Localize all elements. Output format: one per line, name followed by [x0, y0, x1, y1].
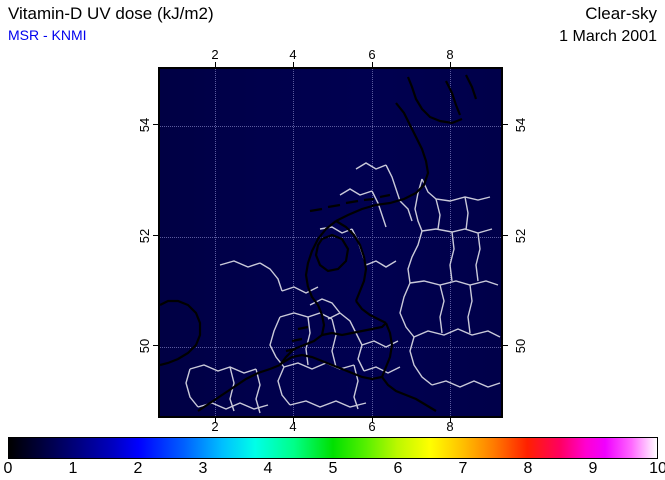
colorbar-tick-7: 7 [458, 460, 468, 477]
axis-label-top-lon-4: 4 [289, 47, 297, 62]
source-label: MSR - KNMI [8, 27, 87, 43]
admin-borders-group [185, 162, 501, 414]
axis-label-left-lat-54: 54 [137, 117, 152, 133]
axis-label-bottom-lon-4: 4 [289, 419, 297, 434]
colorbar-tick-8: 8 [523, 460, 533, 477]
date-label: 1 March 2001 [559, 28, 657, 45]
tick-bottom-lon-6 [372, 418, 373, 423]
axis-label-right-lat-50: 50 [513, 338, 528, 354]
colorbar-tick-0: 0 [3, 460, 13, 477]
colorbar-tick-4: 4 [263, 460, 273, 477]
tick-left-lat-50 [153, 345, 158, 346]
axis-label-left-lat-50: 50 [137, 338, 152, 354]
axis-label-top-lon-2: 2 [211, 47, 219, 62]
tick-bottom-lon-8 [450, 418, 451, 423]
axis-label-top-lon-6: 6 [368, 47, 376, 62]
colorbar [8, 437, 658, 459]
axis-label-bottom-lon-2: 2 [211, 419, 219, 434]
colorbar-tick-2: 2 [133, 460, 143, 477]
coastlines-group [160, 74, 478, 412]
tick-left-lat-52 [153, 235, 158, 236]
tick-top-lon-4 [293, 62, 294, 67]
axis-label-right-lat-54: 54 [513, 117, 528, 133]
colorbar-tick-labels: 0 1 2 3 4 5 6 7 8 9 10 [4, 460, 665, 480]
colorbar-tick-3: 3 [198, 460, 208, 477]
tick-top-lon-2 [215, 62, 216, 67]
tick-top-lon-8 [450, 62, 451, 67]
colorbar-gradient [8, 437, 658, 459]
colorbar-tick-10: 10 [649, 460, 665, 477]
map-geography-overlay [160, 74, 501, 414]
axis-label-top-lon-8: 8 [446, 47, 454, 62]
sky-condition-label: Clear-sky [585, 4, 657, 23]
colorbar-tick-6: 6 [393, 460, 403, 477]
tick-left-lat-54 [153, 124, 158, 125]
uv-dose-map [158, 67, 503, 418]
axis-label-bottom-lon-8: 8 [446, 419, 454, 434]
tick-top-lon-6 [372, 62, 373, 67]
tick-bottom-lon-4 [293, 418, 294, 423]
axis-label-right-lat-52: 52 [513, 228, 528, 244]
axis-label-left-lat-52: 52 [137, 228, 152, 244]
tick-right-lat-52 [503, 235, 508, 236]
colorbar-tick-5: 5 [328, 460, 338, 477]
tick-right-lat-54 [503, 124, 508, 125]
colorbar-tick-1: 1 [68, 460, 78, 477]
colorbar-tick-9: 9 [588, 460, 598, 477]
tick-bottom-lon-2 [215, 418, 216, 423]
tick-right-lat-50 [503, 345, 508, 346]
axis-label-bottom-lon-6: 6 [368, 419, 376, 434]
page-title: Vitamin-D UV dose (kJ/m2) [8, 4, 214, 23]
